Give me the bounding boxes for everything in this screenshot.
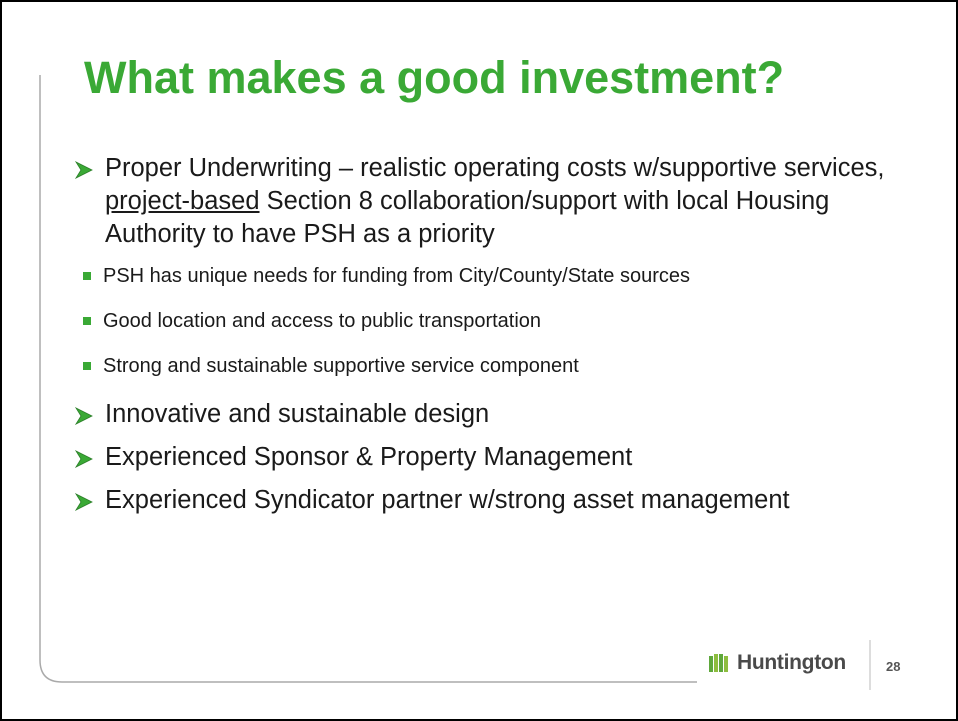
sub-list: PSH has unique needs for funding from Ci… — [75, 263, 895, 380]
arrow-bullet — [75, 450, 93, 468]
arrow-bullet — [75, 407, 93, 425]
bullet: Experienced Sponsor & Property Managemen… — [75, 441, 895, 474]
logo-text: Huntington — [737, 651, 846, 674]
inner-line — [39, 75, 697, 683]
square-bullet — [83, 362, 91, 370]
bullet-text: Section 8 collaboration/support with loc… — [105, 187, 830, 248]
sub-bullet: PSH has unique needs for funding from Ci… — [75, 263, 823, 290]
sub-bullet: Good location and access to public trans… — [75, 308, 823, 335]
bullet-text: Innovative and sustainable design — [105, 400, 490, 428]
page-number: 28 — [886, 659, 901, 674]
logo-icon — [709, 654, 728, 672]
underlined-text: project-based — [105, 187, 260, 215]
sub-bullet-text: PSH has unique needs for funding from Ci… — [103, 265, 690, 287]
sub-bullet-text: Good location and access to public trans… — [103, 310, 542, 332]
bullet-text: Experienced Sponsor & Property Managemen… — [105, 443, 633, 471]
sub-bullet-text: Strong and sustainable supportive servic… — [103, 355, 579, 377]
arrow-bullet — [75, 161, 93, 179]
square-bullet — [83, 272, 91, 280]
bullet: Innovative and sustainable design — [75, 398, 895, 431]
bullet-text: Proper Underwriting – realistic operatin… — [105, 154, 885, 182]
bullet: Experienced Syndicator partner w/strong … — [75, 484, 895, 517]
bullet: Proper Underwriting – realistic operatin… — [75, 152, 895, 251]
bullet-text: Experienced Syndicator partner w/strong … — [105, 486, 790, 514]
arrow-bullet — [75, 493, 93, 511]
logo: Huntington — [707, 651, 846, 675]
sub-bullet: Strong and sustainable supportive servic… — [75, 353, 823, 380]
slide-title: What makes a good investment? — [84, 52, 785, 103]
square-bullet — [83, 317, 91, 325]
bullet-list: Proper Underwriting – realistic operatin… — [75, 152, 895, 527]
